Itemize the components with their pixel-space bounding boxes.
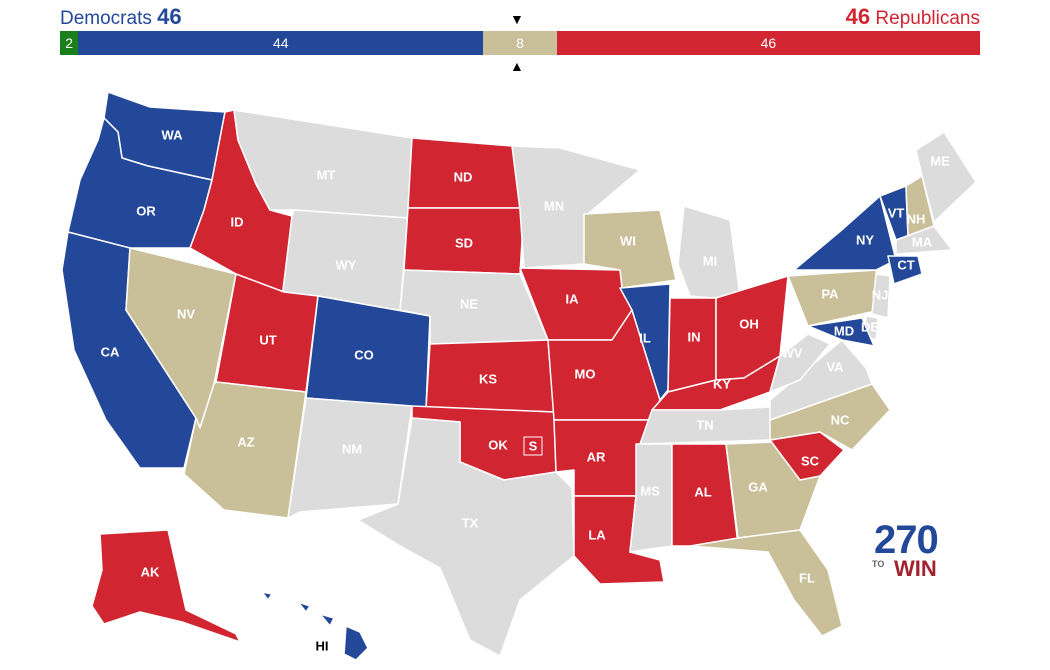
logo-to: TO (872, 559, 885, 569)
state-label-la: LA (588, 527, 606, 542)
state-label-va: VA (826, 359, 844, 374)
270towin-logo[interactable]: 270 TO WIN (872, 520, 952, 582)
state-label-nv: NV (177, 306, 195, 321)
seat-count-bar: 2 44 8 46 (60, 31, 980, 55)
state-md[interactable] (807, 317, 875, 347)
state-label-or: OR (136, 203, 156, 218)
state-label-md: MD (834, 323, 854, 338)
state-ak[interactable] (91, 529, 241, 643)
state-label-mt: MT (317, 167, 336, 182)
state-label-mo: MO (575, 366, 596, 381)
majority-marker-top: ▼ (510, 11, 524, 27)
state-label-il: IL (639, 330, 651, 345)
state-label-nh: NH (907, 211, 926, 226)
state-label-ky: KY (713, 376, 731, 391)
state-label-ma: MA (912, 234, 933, 249)
state-label-nd: ND (454, 169, 473, 184)
state-label-ia: IA (566, 291, 580, 306)
state-label-al: AL (694, 484, 711, 499)
special-election-label-ok: S (529, 438, 538, 453)
logo-win: WIN (894, 556, 937, 581)
state-label-tn: TN (696, 417, 713, 432)
state-ms[interactable] (629, 443, 673, 553)
state-label-mn: MN (544, 198, 564, 213)
tossup-segment[interactable]: 8 (483, 31, 557, 55)
state-label-ny: NY (856, 232, 874, 247)
state-label-sc: SC (801, 453, 820, 468)
state-in[interactable] (667, 297, 717, 393)
state-label-de: DE (861, 319, 879, 334)
state-hi[interactable] (261, 591, 369, 661)
state-label-me: ME (930, 153, 950, 168)
state-label-wi: WI (620, 233, 636, 248)
republican-segment[interactable]: 46 (556, 31, 980, 55)
state-nj[interactable] (871, 273, 891, 319)
state-label-co: CO (354, 347, 374, 362)
state-me[interactable] (915, 131, 977, 223)
republicans-header: 46 Republicans (846, 4, 980, 32)
democrat-segment[interactable]: 44 (78, 31, 484, 55)
state-label-vt: VT (888, 205, 905, 220)
state-label-nj: NJ (872, 287, 889, 302)
majority-marker-bottom: ▲ (510, 58, 524, 74)
state-label-oh: OH (739, 316, 759, 331)
state-label-ne: NE (460, 296, 478, 311)
state-label-hi: HI (316, 638, 329, 653)
state-label-nm: NM (342, 441, 362, 456)
logo-number: 270 (874, 518, 939, 562)
state-label-fl: FL (799, 570, 815, 585)
state-tx[interactable] (357, 417, 575, 657)
state-label-sd: SD (455, 235, 473, 250)
state-mi[interactable] (677, 205, 741, 299)
state-ny[interactable] (793, 195, 897, 271)
state-ma[interactable] (895, 225, 953, 255)
state-label-ar: AR (587, 449, 606, 464)
state-label-az: AZ (237, 434, 254, 449)
republicans-total: 46 (845, 4, 871, 29)
state-va[interactable] (769, 339, 873, 421)
state-il[interactable] (619, 283, 671, 401)
democrats-label: Democrats (60, 8, 152, 29)
state-label-pa: PA (821, 286, 839, 301)
state-label-ms: MS (640, 483, 660, 498)
state-label-ga: GA (748, 479, 768, 494)
state-label-ut: UT (259, 332, 276, 347)
democrats-header: Democrats 46 (60, 4, 182, 32)
state-label-ok: OK (488, 437, 508, 452)
state-label-ca: CA (101, 344, 120, 359)
state-label-nc: NC (831, 412, 850, 427)
special-election-box-ok[interactable] (523, 436, 543, 456)
state-label-in: IN (688, 329, 701, 344)
republicans-label: Republicans (875, 8, 980, 29)
state-ky[interactable] (651, 355, 781, 411)
state-label-ct: CT (897, 257, 914, 272)
state-nm[interactable] (287, 397, 413, 519)
state-label-mi: MI (703, 253, 717, 268)
state-label-id: ID (231, 214, 244, 229)
state-label-wy: WY (336, 257, 357, 272)
democrats-total: 46 (157, 4, 182, 29)
state-fl[interactable] (689, 529, 843, 637)
independent-segment[interactable]: 2 (60, 31, 79, 55)
state-wv[interactable] (769, 333, 831, 393)
state-ct[interactable] (887, 255, 923, 285)
state-label-wv: WV (782, 345, 803, 360)
state-label-wa: WA (162, 127, 184, 142)
state-label-tx: TX (462, 515, 479, 530)
state-label-ks: KS (479, 371, 497, 386)
state-label-ak: AK (141, 564, 160, 579)
